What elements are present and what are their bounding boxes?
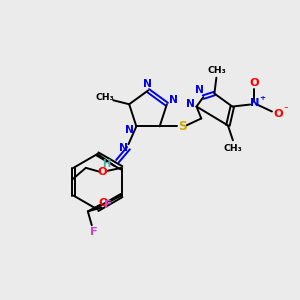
- Text: N: N: [125, 125, 134, 135]
- Text: N: N: [169, 95, 178, 105]
- Text: CH₃: CH₃: [95, 93, 114, 102]
- Text: CH₃: CH₃: [224, 144, 242, 153]
- Text: CH₃: CH₃: [207, 66, 226, 75]
- Text: N: N: [250, 98, 260, 108]
- Text: O: O: [249, 78, 259, 88]
- Text: O: O: [99, 199, 109, 208]
- Text: O: O: [273, 110, 283, 119]
- Text: ⁻: ⁻: [284, 105, 288, 114]
- Text: N: N: [195, 85, 204, 95]
- Text: N: N: [186, 99, 195, 109]
- Text: F: F: [90, 227, 98, 237]
- Text: F: F: [104, 200, 112, 211]
- Text: H: H: [103, 159, 111, 169]
- Text: +: +: [259, 94, 265, 100]
- Text: O: O: [98, 167, 108, 177]
- Text: N: N: [142, 79, 152, 88]
- Text: S: S: [178, 120, 187, 133]
- Text: N: N: [119, 143, 128, 153]
